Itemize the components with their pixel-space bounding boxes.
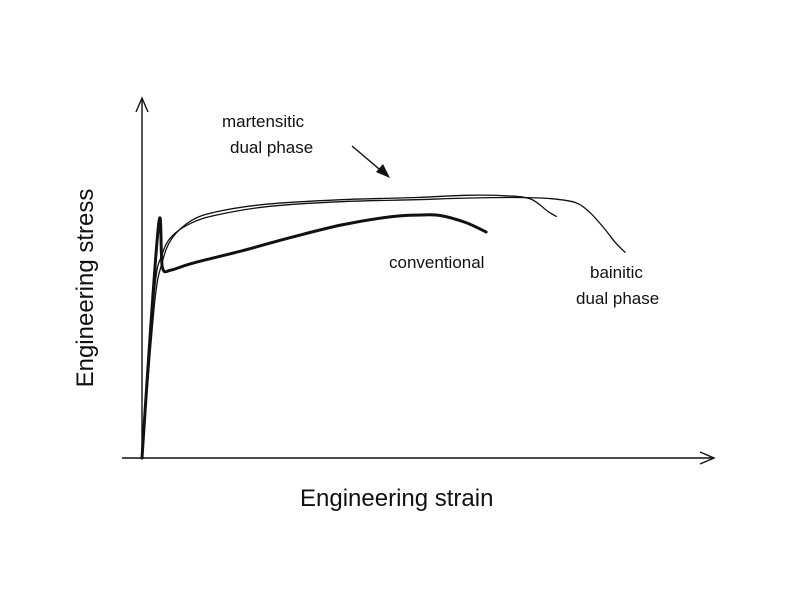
- martensitic-pointer-arrowhead: [376, 164, 390, 178]
- label-martensitic-line2: dual phase: [230, 138, 313, 157]
- label-bainitic-line2: dual phase: [576, 289, 659, 308]
- label-martensitic-line1: martensitic: [222, 112, 305, 131]
- label-bainitic-line1: bainitic: [590, 263, 643, 282]
- series-line-martensitic-dual-phase: [141, 194, 557, 459]
- x-axis-title: Engineering strain: [300, 485, 493, 512]
- series-line-bainitic-dual-phase: [141, 196, 626, 459]
- label-conventional: conventional: [389, 253, 484, 272]
- x-axis-arrowhead: [699, 451, 716, 465]
- y-axis-title: Engineering stress: [72, 189, 99, 388]
- series-line-conventional: [140, 213, 488, 460]
- y-axis-arrowhead: [135, 96, 149, 113]
